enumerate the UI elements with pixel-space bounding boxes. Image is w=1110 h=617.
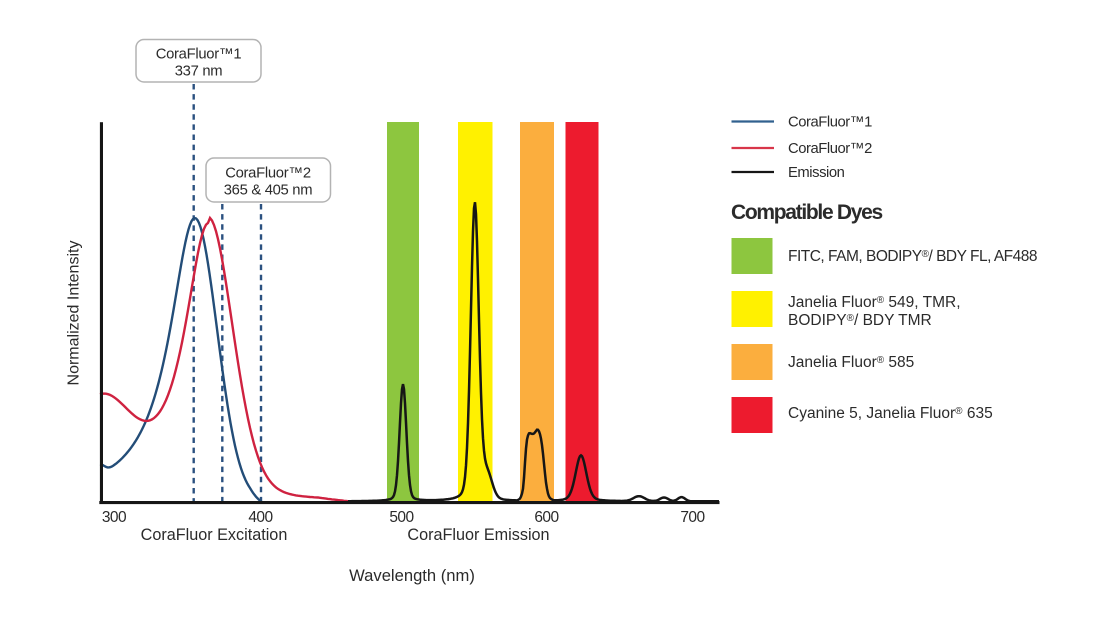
svg-text:Janelia Fluor® 585: Janelia Fluor® 585: [788, 354, 914, 371]
svg-text:400: 400: [248, 509, 273, 526]
svg-text:FITC, FAM, BODIPY®/ BDY FL, AF: FITC, FAM, BODIPY®/ BDY FL, AF488: [788, 248, 1037, 265]
svg-text:CoraFluor™2: CoraFluor™2: [225, 166, 311, 182]
svg-text:CoraFluor™1: CoraFluor™1: [156, 47, 242, 63]
svg-text:Janelia Fluor® 549, TMR,: Janelia Fluor® 549, TMR,: [788, 294, 961, 311]
svg-text:CoraFluor™1: CoraFluor™1: [788, 115, 872, 131]
svg-text:600: 600: [534, 509, 559, 526]
svg-text:CoraFluor Emission: CoraFluor Emission: [407, 526, 549, 544]
svg-text:337 nm: 337 nm: [175, 64, 223, 80]
svg-text:BODIPY®/ BDY TMR: BODIPY®/ BDY TMR: [788, 312, 932, 329]
svg-text:CoraFluor™2: CoraFluor™2: [788, 141, 872, 157]
svg-text:300: 300: [102, 509, 127, 526]
svg-text:CoraFluor Excitation: CoraFluor Excitation: [141, 526, 288, 544]
svg-text:Normalized Intensity: Normalized Intensity: [66, 241, 83, 386]
svg-text:Wavelength (nm): Wavelength (nm): [349, 566, 475, 585]
svg-text:Cyanine 5, Janelia Fluor® 635: Cyanine 5, Janelia Fluor® 635: [788, 405, 993, 422]
svg-text:500: 500: [389, 509, 414, 526]
svg-text:700: 700: [680, 509, 705, 526]
svg-text:Compatible Dyes: Compatible Dyes: [731, 201, 882, 224]
svg-text:Emission: Emission: [788, 165, 845, 181]
svg-text:365 & 405 nm: 365 & 405 nm: [224, 183, 313, 199]
